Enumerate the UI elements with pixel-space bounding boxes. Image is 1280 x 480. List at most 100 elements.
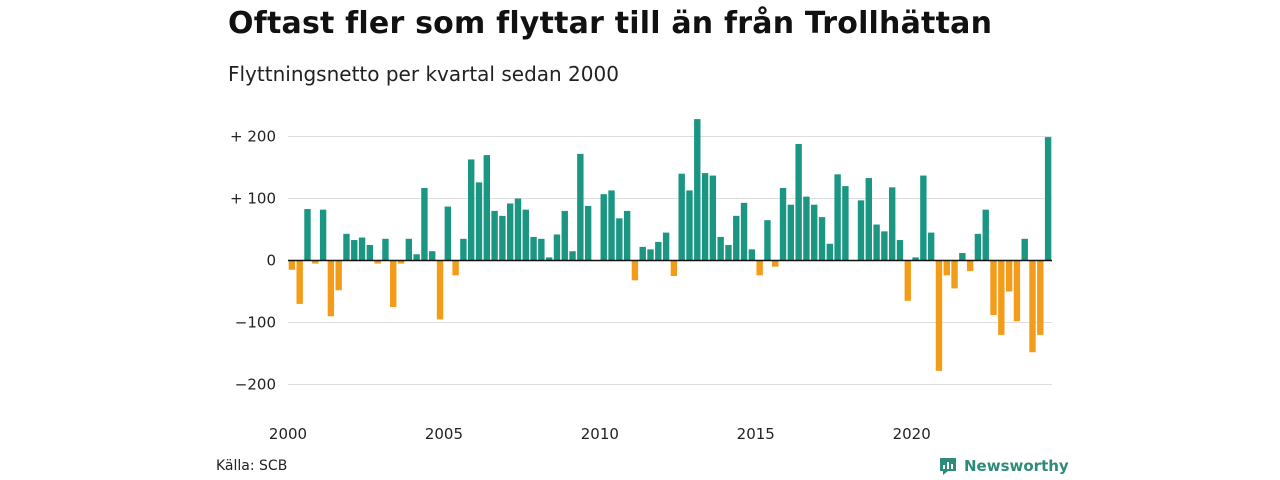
bar	[881, 231, 888, 261]
bar	[429, 251, 436, 261]
bar	[694, 119, 701, 261]
chart-subtitle: Flyttningsnetto per kvartal sedan 2000	[228, 62, 619, 86]
y-tick-label: + 100	[230, 190, 276, 208]
bar	[312, 260, 319, 264]
bar	[444, 206, 452, 261]
x-tick-label: 2015	[737, 425, 775, 443]
bar	[623, 210, 631, 261]
bar	[405, 238, 413, 261]
bar	[647, 249, 654, 261]
bar	[1021, 238, 1028, 261]
bar	[779, 187, 787, 261]
bar	[631, 260, 639, 281]
bar	[787, 204, 795, 261]
bar	[927, 232, 935, 261]
y-tick-label: −200	[235, 376, 276, 394]
bar	[764, 220, 771, 261]
bar	[413, 254, 420, 261]
bar	[421, 187, 428, 261]
bar	[943, 260, 950, 276]
bar	[335, 260, 342, 291]
bar	[935, 260, 943, 371]
bar	[998, 260, 1005, 335]
bars	[288, 119, 1052, 371]
x-axis-labels: 2000 2005 2010 2015 2020	[269, 425, 931, 443]
bar	[608, 190, 615, 261]
bar	[951, 260, 958, 289]
bar	[904, 260, 911, 301]
bar	[670, 260, 678, 276]
bar	[920, 175, 927, 261]
bar	[865, 178, 872, 261]
bar	[912, 257, 919, 261]
newsworthy-logo-icon	[940, 458, 956, 475]
bar	[733, 215, 740, 261]
bar	[966, 260, 974, 272]
y-tick-label: −100	[235, 314, 276, 332]
brand-logo: Newsworthy	[938, 456, 1069, 476]
bar	[522, 209, 529, 261]
bar	[709, 175, 717, 261]
bar	[506, 203, 514, 261]
bar	[304, 209, 311, 261]
bar	[436, 260, 444, 320]
bar	[351, 240, 358, 261]
bar	[818, 217, 826, 261]
bar	[686, 190, 693, 261]
y-axis-labels: + 200 + 100 0 −100 −200	[230, 128, 276, 394]
bar	[795, 143, 802, 261]
y-tick-label: 0	[266, 252, 276, 270]
bar	[1013, 260, 1021, 322]
bar	[662, 232, 670, 261]
bar	[545, 257, 553, 261]
bar	[896, 240, 904, 261]
bar	[538, 238, 545, 261]
bar	[616, 218, 623, 261]
bar	[959, 253, 966, 261]
bar	[475, 182, 483, 261]
bar	[1029, 260, 1036, 353]
bar	[499, 215, 506, 261]
bar	[468, 159, 475, 261]
bar	[826, 243, 834, 261]
bar	[842, 186, 849, 261]
bar	[483, 155, 490, 261]
bar	[717, 236, 724, 261]
bar	[811, 204, 818, 261]
bar	[296, 260, 303, 304]
bar	[725, 245, 732, 261]
bar	[982, 209, 989, 261]
y-tick-label: + 200	[230, 128, 276, 146]
bar	[748, 249, 756, 261]
bar	[600, 194, 607, 261]
bar	[390, 260, 397, 307]
bar	[888, 187, 896, 261]
bar	[569, 251, 576, 261]
chart-title: Oftast fler som flyttar till än från Tro…	[228, 6, 993, 41]
bar	[358, 237, 366, 261]
bar	[452, 260, 459, 276]
bar	[491, 210, 498, 261]
x-tick-label: 2020	[893, 425, 931, 443]
bar	[1044, 137, 1052, 261]
bar	[382, 238, 389, 261]
x-tick-label: 2000	[269, 425, 307, 443]
bar	[561, 210, 568, 261]
bar	[374, 260, 381, 264]
brand-name: Newsworthy	[964, 457, 1069, 475]
bar	[288, 260, 296, 270]
source-note: Källa: SCB	[216, 458, 288, 474]
bar	[678, 173, 685, 261]
bar	[1005, 260, 1013, 292]
bar	[319, 209, 327, 261]
x-tick-label: 2005	[425, 425, 463, 443]
bar	[974, 233, 982, 261]
bar	[803, 196, 810, 261]
bar	[397, 260, 405, 264]
bar	[514, 198, 522, 261]
bar	[990, 260, 997, 316]
bar	[1037, 260, 1044, 335]
bar	[857, 200, 865, 261]
bar	[756, 260, 763, 276]
